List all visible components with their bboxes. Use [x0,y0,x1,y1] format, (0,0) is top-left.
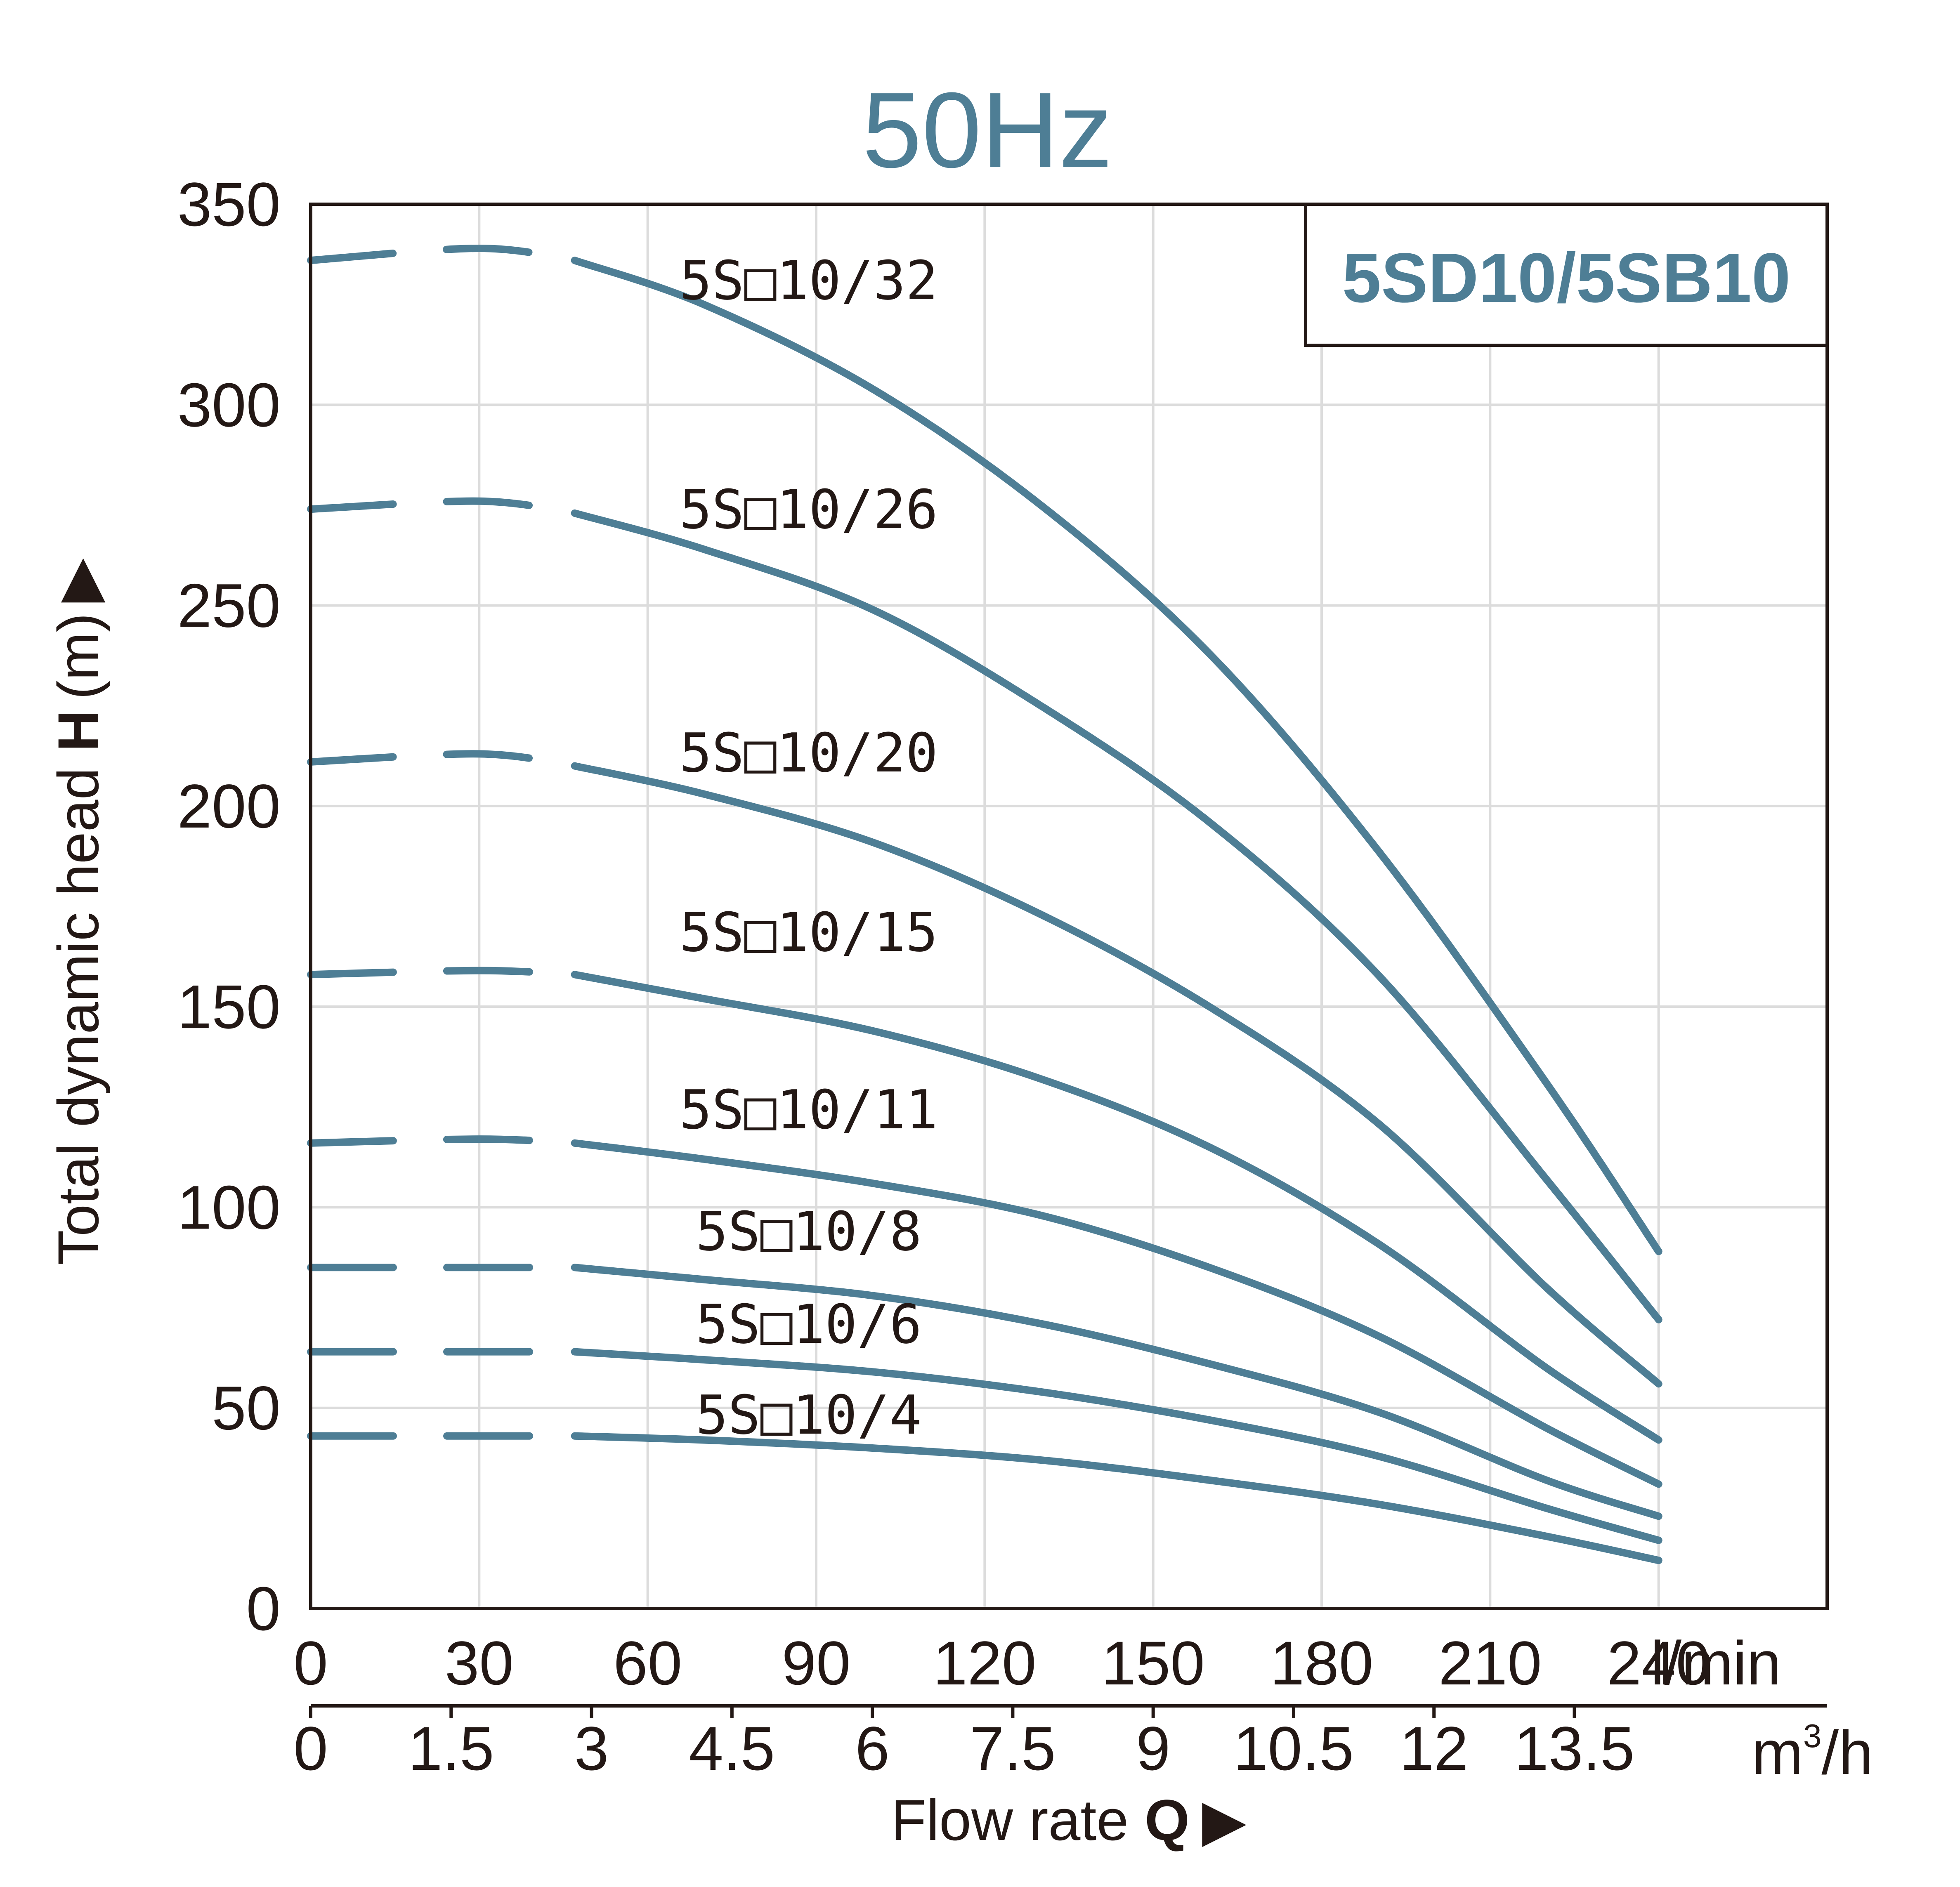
x-tick-label-lmin: 180 [1270,1628,1373,1698]
curve-solid-0 [571,257,1662,1255]
x-tick-label-m3h: 10.5 [1233,1714,1354,1783]
x-tick-label-lmin: 150 [1102,1628,1205,1698]
y-axis-arrow-icon: ▶ [46,558,111,603]
chart-title: 50Hz [862,71,1113,190]
x-axis-label: Flow rate Q ▶ [891,1788,1247,1852]
plot-frame [309,203,1829,1610]
model-label-frame [1304,203,1829,347]
y-axis-label-symbol: H [46,710,111,752]
x-tick-label-m3h: 3 [574,1714,609,1783]
curve-label: 5S□10/8 [696,1200,922,1263]
model-label: 5SD10/5SB10 [1342,239,1791,317]
x-tick-label-m3h: 9 [1136,1714,1170,1783]
curve-dashed-4 [307,1135,579,1147]
curve-solid-7 [571,1432,1662,1564]
x-axis-label-text: Flow rate [891,1788,1145,1852]
x-unit-m3h: m3/h [1752,1717,1873,1787]
curve-label: 5S□10/15 [680,901,938,964]
grid [311,204,1827,1609]
curve-label: 5S□10/32 [680,249,938,312]
x-tick-label-lmin: 60 [613,1628,682,1698]
x-tick-label-lmin: 120 [933,1628,1036,1698]
curve-solid-6 [571,1348,1662,1544]
x-tick-label-m3h: 12 [1400,1714,1469,1783]
x-tick-label-lmin: 210 [1438,1628,1542,1698]
x-unit-m3h-sup: 3 [1803,1717,1822,1754]
x-axis-arrow-icon: ▶ [1202,1788,1247,1852]
x-tick-label-m3h: 4.5 [689,1714,775,1783]
curve-solid-2 [571,762,1662,1388]
x-unit-m3h-base: m [1752,1718,1803,1787]
y-tick-label: 150 [177,972,281,1041]
x-unit-m3h-rest: /h [1821,1718,1873,1787]
x-tick-label-lmin: 0 [293,1628,328,1698]
curve-solid-4 [571,1139,1662,1488]
x-tick-label-m3h: 7.5 [970,1714,1056,1783]
y-tick-label: 300 [177,370,281,439]
x-tick-label-m3h: 0 [293,1714,328,1783]
y-tick-label: 350 [177,170,281,239]
x-tick-label-m3h: 6 [855,1714,889,1783]
x-tick-label-lmin: 90 [782,1628,851,1698]
y-tick-label: 0 [246,1574,281,1643]
curves [307,244,1662,1564]
curve-dashed-2 [307,750,579,770]
x-tick-label-lmin: 240 [1607,1628,1710,1698]
x-axis-label-symbol: Q [1145,1788,1190,1852]
y-tick-label: 50 [212,1373,281,1443]
x-unit-lmin: l/min [1651,1628,1781,1698]
y-tick-label: 100 [177,1172,281,1242]
curve-solid-5 [571,1264,1662,1520]
curve-label: 5S□10/26 [680,478,938,541]
y-axis-label-unit: (m) [46,613,111,700]
y-tick-label: 200 [177,771,281,841]
y-tick-label: 250 [177,571,281,640]
curve-solid-3 [571,971,1662,1444]
curve-label: 5S□10/11 [680,1078,938,1141]
curve-solid-1 [571,509,1662,1323]
x-tick-label-lmin: 30 [445,1628,514,1698]
model-label-box: 5SD10/5SB10 [1304,203,1829,347]
y-axis-label: Total dynamic head H (m) ▶ [46,558,111,1265]
curve-label: 5S□10/6 [696,1293,922,1356]
curve-label: 5S□10/20 [680,722,938,784]
curve-labels: 5S□10/32 5S□10/26 5S□10/20 5S□10/15 5S□10/11… [680,249,938,1446]
curve-dashed-1 [307,497,579,517]
curve-label: 5S□10/4 [696,1384,922,1446]
x-tick-label-m3h: 13.5 [1514,1714,1635,1783]
curve-dashed-0 [307,244,579,264]
curve-dashed-3 [307,967,579,979]
y-axis-label-text: Total dynamic head [46,752,111,1265]
axes [309,1704,1827,1718]
x-tick-label-m3h: 1.5 [408,1714,494,1783]
